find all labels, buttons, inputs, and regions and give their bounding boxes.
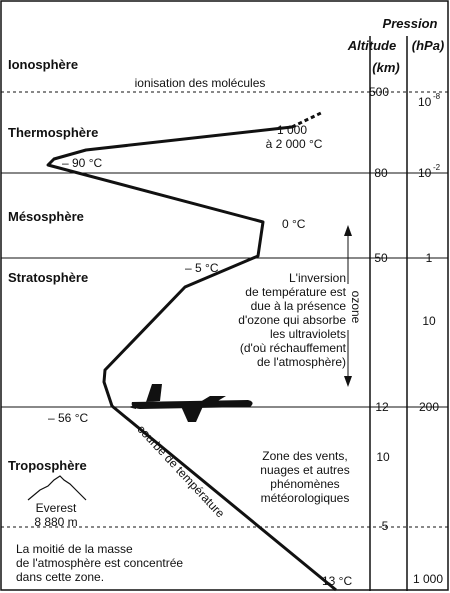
svg-text:météorologiques: météorologiques	[261, 491, 350, 505]
altitude-tick-5: 5	[382, 519, 389, 533]
svg-text:d'ozone qui absorbe: d'ozone qui absorbe	[238, 313, 346, 327]
layer-thermosphere: Thermosphère	[8, 125, 98, 140]
temp-minus56-label: – 56 °C	[48, 411, 88, 425]
svg-text:phénomènes: phénomènes	[270, 477, 339, 491]
pressure-header: Pression	[383, 16, 438, 31]
altitude-tick-10: 10	[376, 450, 390, 464]
svg-text:La moitié de la masse: La moitié de la masse	[16, 542, 133, 556]
svg-text:(d'où réchauffement: (d'où réchauffement	[240, 341, 347, 355]
pressure-tick-1e-2: 10 -2	[418, 163, 441, 180]
svg-text:-8: -8	[433, 92, 441, 101]
weather-note: Zone des vents, nuages et autres phénomè…	[260, 449, 349, 505]
everest-height-label: 8 880 m	[34, 515, 77, 529]
pressure-unit: (hPa)	[412, 38, 445, 53]
altitude-tick-12: 12	[375, 400, 389, 414]
svg-text:dans cette zone.: dans cette zone.	[16, 570, 104, 584]
svg-text:de l'atmosphère): de l'atmosphère)	[257, 355, 346, 369]
altitude-tick-50: 50	[374, 251, 388, 265]
svg-text:nuages et autres: nuages et autres	[260, 463, 349, 477]
altitude-header: Altitude	[347, 38, 396, 53]
altitude-unit: (km)	[372, 60, 399, 75]
ozone-label: ozone	[349, 291, 363, 324]
pressure-tick-1e-8: 10 -8	[418, 92, 441, 109]
svg-text:de l'atmosphère est concentrée: de l'atmosphère est concentrée	[16, 556, 183, 570]
ozone-label-bg	[341, 284, 355, 330]
temp-minus5-label: – 5 °C	[185, 261, 219, 275]
airplane-icon	[128, 384, 253, 422]
svg-text:de température est: de température est	[245, 285, 346, 299]
everest-mountain-icon	[27, 475, 87, 501]
layer-mesosphere: Mésosphère	[8, 209, 84, 224]
temperature-curve	[46, 125, 337, 592]
temp-0-label: 0 °C	[282, 217, 306, 231]
svg-text:due à la présence: due à la présence	[251, 299, 347, 313]
pressure-tick-1: 1	[426, 251, 433, 265]
layer-troposphere: Troposphère	[8, 458, 87, 473]
altitude-tick-80: 80	[374, 166, 388, 180]
temp-1000-label: 1 000	[277, 123, 307, 137]
ionisation-label: ionisation des molécules	[135, 76, 266, 90]
temp-minus90-label: – 90 °C	[62, 156, 102, 170]
pressure-tick-10: 10	[422, 314, 436, 328]
temperature-curve-label: courbe de température	[134, 422, 227, 521]
pressure-tick-1000: 1 000	[413, 572, 443, 586]
svg-text:10: 10	[418, 166, 432, 180]
svg-text:L'inversion: L'inversion	[289, 271, 346, 285]
svg-text:Zone des vents,: Zone des vents,	[262, 449, 347, 463]
ozone-note: L'inversion de température est due à la …	[238, 271, 346, 369]
half-mass-note: La moitié de la masse de l'atmosphère es…	[16, 542, 183, 584]
svg-text:10: 10	[418, 95, 432, 109]
everest-label: Everest	[36, 501, 77, 515]
layer-ionosphere: Ionosphère	[8, 57, 78, 72]
svg-text:-2: -2	[433, 163, 441, 172]
pressure-tick-200: 200	[419, 400, 439, 414]
temp-2000-label: à 2 000 °C	[266, 137, 323, 151]
svg-text:les ultraviolets: les ultraviolets	[270, 327, 346, 341]
altitude-tick-500: 500	[369, 85, 389, 99]
temperature-curve-dotted	[291, 110, 324, 129]
layer-stratosphere: Stratosphère	[8, 270, 88, 285]
temp-13-label: 13 °C	[322, 574, 352, 588]
